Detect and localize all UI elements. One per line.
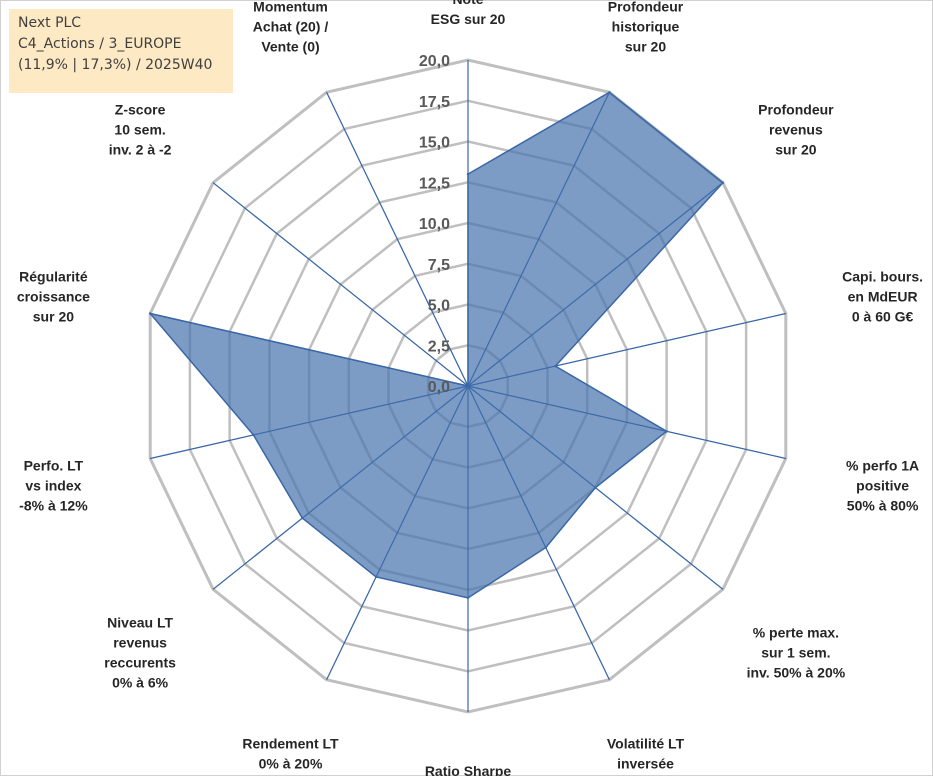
axis-label-1-line-1: historique bbox=[612, 19, 680, 35]
data-point-2 bbox=[721, 181, 725, 184]
axis-label-3-line-1: en MdEUR bbox=[848, 288, 918, 304]
data-point-6 bbox=[544, 546, 547, 549]
axis-label-2-line-0: Profondeur bbox=[758, 102, 834, 118]
axis-label-13-line-1: Achat (20) / bbox=[253, 19, 329, 35]
spoke-overlay-9 bbox=[212, 385, 469, 590]
data-point-10 bbox=[252, 433, 255, 437]
axis-label-3-line-0: Capi. bours. bbox=[842, 268, 923, 284]
axis-label-8-line-0: Rendement LT bbox=[242, 736, 339, 752]
axis-label-0: Note ESG sur 20 bbox=[431, 0, 506, 27]
spoke-overlay-11 bbox=[150, 313, 469, 387]
axis-label-9-line-1: revenus bbox=[113, 635, 167, 651]
tick-label-8: 20,0 bbox=[419, 53, 450, 70]
spoke-overlay-13 bbox=[326, 92, 469, 387]
axis-label-10: Perfo. LT vs index -8% à 12% bbox=[19, 458, 88, 514]
axis-label-1-line-0: Profondeur bbox=[608, 0, 684, 15]
info-box: Next PLC C4_Actions / 3_EUROPE (11,9% | … bbox=[9, 9, 233, 93]
axis-label-11-line-2: sur 20 bbox=[33, 308, 74, 324]
portfolio-category: C4_Actions / 3_EUROPE bbox=[18, 36, 182, 52]
axis-label-5-line-0: % perte max. bbox=[753, 625, 839, 641]
axis-label-12-line-0: Z-score bbox=[115, 102, 166, 118]
tick-label-3: 7,5 bbox=[428, 257, 450, 274]
data-point-3 bbox=[554, 364, 557, 368]
data-point-0 bbox=[466, 172, 470, 176]
axis-label-6-line-0: Volatilité LT bbox=[607, 736, 685, 752]
tick-label-5: 12,5 bbox=[419, 175, 450, 192]
axis-label-13: Momentum Achat (20) / Vente (0) bbox=[253, 0, 329, 55]
axis-label-0-line-0: Note bbox=[452, 0, 483, 7]
axis-label-5-line-2: inv. 50% à 20% bbox=[747, 665, 846, 681]
axis-label-13-line-2: Vente (0) bbox=[261, 39, 319, 55]
axis-label-12-line-1: 10 sem. bbox=[114, 122, 165, 138]
axis-label-2-line-2: sur 20 bbox=[775, 142, 816, 158]
spoke-overlay-6 bbox=[467, 385, 610, 680]
spoke-overlay-12 bbox=[212, 182, 469, 387]
series-area bbox=[149, 91, 724, 599]
axis-label-7: Ratio Sharpe0 à 1 bbox=[425, 763, 512, 776]
tick-label-1: 2,5 bbox=[428, 338, 450, 355]
data-point-1 bbox=[608, 91, 611, 94]
axis-label-6-line-1: inversée bbox=[617, 756, 674, 772]
axis-label-9: Niveau LT revenus reccurents 0% à 6% bbox=[104, 615, 176, 691]
axis-label-5-line-1: sur 1 sem. bbox=[761, 645, 830, 661]
axis-label-12: Z-score 10 sem. inv. 2 à -2 bbox=[109, 102, 172, 158]
data-point-4 bbox=[665, 430, 668, 433]
company-name: Next PLC bbox=[18, 15, 82, 31]
axis-label-8-line-1: 0% à 20% bbox=[259, 756, 323, 772]
axis-label-10-line-0: Perfo. LT bbox=[24, 458, 84, 474]
axis-label-1: Profondeur historique sur 20 bbox=[608, 0, 684, 55]
axis-label-3-line-2: 0 à 60 G€ bbox=[852, 308, 914, 324]
axis-label-9-line-2: reccurents bbox=[104, 655, 176, 671]
spoke-overlay-1 bbox=[467, 92, 610, 387]
axis-label-3: Capi. bours. en MdEUR 0 à 60 G€ bbox=[842, 268, 923, 324]
axis-label-2-line-1: revenus bbox=[769, 122, 823, 138]
axis-label-4-line-1: positive bbox=[856, 478, 909, 494]
spoke-overlay-8 bbox=[326, 385, 469, 680]
axis-labels: Note ESG sur 20 Profondeur historique sur 20… bbox=[17, 0, 923, 776]
axis-label-2: Profondeur revenus sur 20 bbox=[758, 102, 834, 158]
data-point-9 bbox=[301, 516, 304, 520]
data-point-13 bbox=[466, 384, 470, 388]
axis-label-13-line-0: Momentum bbox=[253, 0, 328, 15]
axis-label-11: Régularité croissance sur 20 bbox=[17, 268, 90, 324]
axis-label-8: Rendement LT 0% à 20% bbox=[242, 736, 339, 772]
tick-label-7: 17,5 bbox=[419, 94, 450, 111]
axis-label-10-line-1: vs index bbox=[25, 478, 81, 494]
tick-label-4: 10,0 bbox=[419, 216, 450, 233]
axis-label-11-line-0: Régularité bbox=[19, 268, 88, 284]
axis-label-12-line-2: inv. 2 à -2 bbox=[109, 142, 172, 158]
data-point-11 bbox=[149, 312, 152, 315]
data-point-7 bbox=[466, 596, 470, 600]
axis-label-9-line-0: Niveau LT bbox=[107, 615, 173, 631]
spoke-overlay-4 bbox=[467, 385, 786, 459]
axis-label-11-line-1: croissance bbox=[17, 288, 90, 304]
tick-label-0: 0,0 bbox=[428, 379, 450, 396]
data-point-5 bbox=[594, 486, 597, 489]
spoke-overlay-10 bbox=[150, 385, 469, 459]
performance-period: (11,9% | 17,3%) / 2025W40 bbox=[18, 57, 213, 73]
axis-label-4-line-0: % perfo 1A bbox=[846, 458, 919, 474]
axis-label-9-line-3: 0% à 6% bbox=[112, 675, 169, 691]
tick-label-2: 5,0 bbox=[428, 298, 450, 315]
axis-label-5: % perte max. sur 1 sem. inv. 50% à 20% bbox=[747, 625, 846, 681]
axis-label-0-line-1: ESG sur 20 bbox=[431, 11, 506, 27]
spoke-overlay-2 bbox=[467, 182, 724, 387]
radial-tick-labels: 0,0 2,5 5,0 7,5 10,0 12,5 15,0 17,5 20,0 bbox=[419, 53, 450, 396]
spoke-overlay-3 bbox=[467, 313, 786, 387]
axis-label-4-line-2: 50% à 80% bbox=[847, 498, 919, 514]
axis-label-1-line-2: sur 20 bbox=[625, 39, 666, 55]
axis-label-7-line-0: Ratio Sharpe bbox=[425, 763, 512, 776]
radar-series bbox=[149, 60, 786, 712]
axis-label-4: % perfo 1A positive 50% à 80% bbox=[846, 458, 919, 514]
axis-label-10-line-2: -8% à 12% bbox=[19, 498, 88, 514]
axis-label-6: Volatilité LTinversée40% à 0% bbox=[607, 736, 685, 776]
data-point-8 bbox=[374, 575, 378, 579]
tick-label-6: 15,0 bbox=[419, 135, 450, 152]
